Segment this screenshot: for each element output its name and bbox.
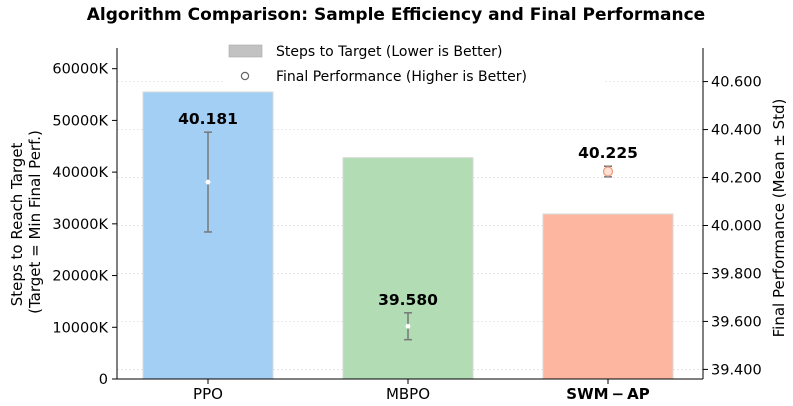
right-tick-label: 39.400	[711, 362, 762, 378]
performance-series: 40.181 39.580 40.225	[178, 110, 638, 341]
bar-1	[342, 157, 474, 380]
left-tick-label: 40000K	[52, 165, 108, 181]
performance-value-label: 39.580	[378, 291, 438, 309]
left-tick-label: 10000K	[52, 320, 108, 336]
left-axis-ticks: 0 10000K 20000K 30000K 40000K 50000K 60000K	[52, 62, 117, 388]
category-label: MBPO	[386, 385, 430, 403]
left-axis-label-line-1: Steps to Reach Target	[8, 142, 26, 306]
category-label: PPO	[193, 385, 223, 403]
legend-background	[223, 41, 603, 88]
bar-2	[542, 213, 674, 380]
chart-title: Algorithm Comparison: Sample Efficiency …	[87, 5, 705, 25]
category-label: SWM − AP	[566, 385, 649, 403]
legend: Steps to Target (Lower is Better) Final …	[223, 41, 603, 88]
left-tick-label: 60000K	[52, 62, 108, 78]
left-tick-label: 50000K	[52, 113, 108, 129]
right-tick-label: 40.400	[711, 123, 762, 139]
performance-marker	[205, 179, 211, 185]
legend-marker-label: Final Performance (Higher is Better)	[276, 69, 527, 85]
legend-marker-symbol	[240, 71, 250, 81]
left-tick-label: 20000K	[52, 269, 108, 285]
performance-marker	[405, 323, 411, 329]
x-axis-ticks: PPO MBPO SWM − AP	[193, 379, 650, 403]
right-tick-label: 39.600	[711, 314, 762, 330]
left-tick-label: 0	[99, 372, 108, 388]
left-axis-label: Steps to Reach Target (Target = Min Fina…	[8, 130, 44, 314]
bar-series	[142, 91, 674, 380]
right-tick-label: 40.600	[711, 75, 762, 91]
right-axis-label: Final Performance (Mean ± Std)	[770, 99, 788, 338]
performance-value-label: 40.225	[578, 144, 638, 162]
axes	[116, 48, 704, 380]
performance-value-label: 40.181	[178, 110, 238, 128]
legend-bar-label: Steps to Target (Lower is Better)	[276, 44, 502, 60]
right-tick-label: 39.800	[711, 266, 762, 282]
right-tick-label: 40.200	[711, 171, 762, 187]
right-tick-label: 40.000	[711, 218, 762, 234]
right-axis-ticks: 39.400 39.600 39.800 40.000 40.200 40.400 40.6…	[703, 75, 762, 378]
performance-marker	[602, 166, 614, 177]
left-axis-label-line-2: (Target = Min Final Perf.)	[26, 130, 44, 314]
left-tick-label: 30000K	[52, 217, 108, 233]
legend-bar-swatch	[228, 44, 263, 58]
